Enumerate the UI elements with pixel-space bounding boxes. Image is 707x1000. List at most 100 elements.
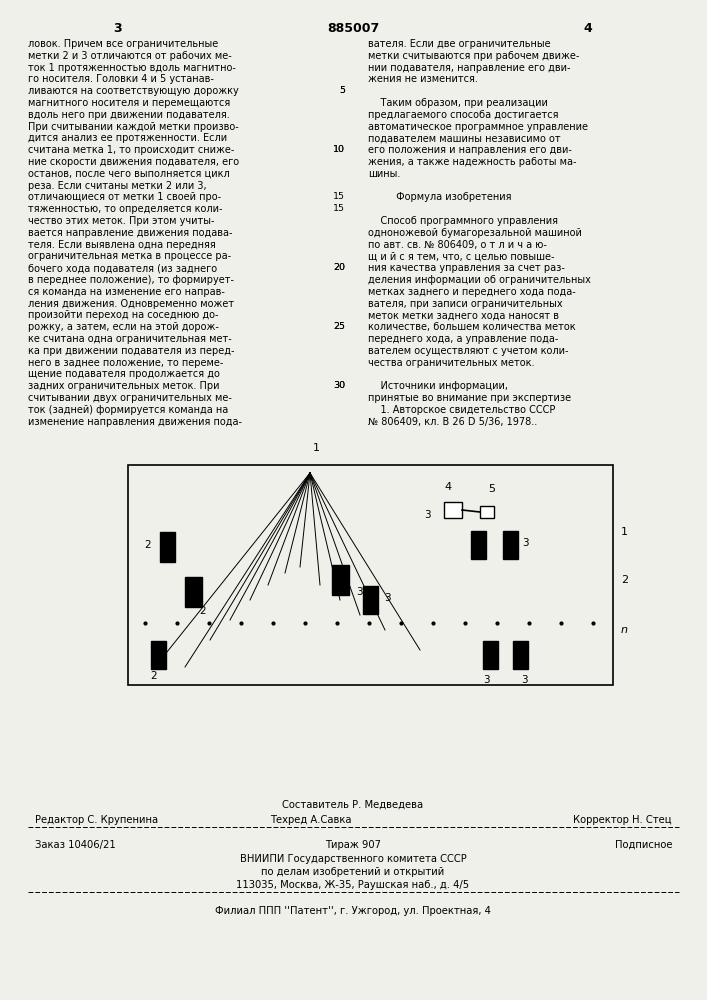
Text: 5: 5: [339, 86, 345, 95]
Text: переднего хода, а управление пода-: переднего хода, а управление пода-: [368, 334, 559, 344]
Text: Техред А.Савка: Техред А.Савка: [270, 815, 351, 825]
Text: 5: 5: [339, 86, 345, 95]
Text: 30: 30: [333, 381, 345, 390]
Text: Способ программного управления: Способ программного управления: [368, 216, 558, 226]
Text: 4: 4: [445, 482, 452, 492]
Text: 4: 4: [583, 22, 592, 35]
Text: 30: 30: [333, 381, 345, 390]
Text: 15: 15: [333, 192, 345, 201]
Text: 113035, Москва, Ж-35, Раушская наб., д. 4/5: 113035, Москва, Ж-35, Раушская наб., д. …: [236, 880, 469, 890]
Text: отличающиеся от метки 1 своей про-: отличающиеся от метки 1 своей про-: [28, 192, 221, 202]
Text: 5: 5: [489, 484, 496, 494]
Text: автоматическое программное управление: автоматическое программное управление: [368, 122, 588, 132]
Text: 3: 3: [424, 510, 431, 520]
Text: щ и й с я тем, что, с целью повыше-: щ и й с я тем, что, с целью повыше-: [368, 251, 554, 261]
Text: по авт. св. № 806409, о т л и ч а ю-: по авт. св. № 806409, о т л и ч а ю-: [368, 240, 547, 250]
Text: № 806409, кл. В 26 D 5/36, 1978..: № 806409, кл. В 26 D 5/36, 1978..: [368, 417, 537, 427]
Text: Составитель Р. Медведева: Составитель Р. Медведева: [282, 800, 423, 810]
Text: Корректор Н. Стец: Корректор Н. Стец: [573, 815, 672, 825]
Text: чества ограничительных меток.: чества ограничительных меток.: [368, 358, 534, 368]
Text: ВНИИПИ Государственного комитета СССР: ВНИИПИ Государственного комитета СССР: [240, 854, 467, 864]
Text: Редактор С. Крупенина: Редактор С. Крупенина: [35, 815, 158, 825]
Text: в переднее положение), то формирует-: в переднее положение), то формирует-: [28, 275, 234, 285]
Text: ния качества управления за счет раз-: ния качества управления за счет раз-: [368, 263, 565, 273]
Text: 20: 20: [333, 263, 345, 272]
Text: дится анализ ее протяженности. Если: дится анализ ее протяженности. Если: [28, 133, 227, 143]
Text: его положения и направления его дви-: его положения и направления его дви-: [368, 145, 572, 155]
Text: вателя. Если две ограничительные: вателя. Если две ограничительные: [368, 39, 551, 49]
Text: Таким образом, при реализации: Таким образом, при реализации: [368, 98, 548, 108]
Text: по делам изобретений и открытий: по делам изобретений и открытий: [262, 867, 445, 877]
Text: 10: 10: [333, 145, 345, 154]
Text: подавателем машины независимо от: подавателем машины независимо от: [368, 133, 561, 143]
Bar: [128, 465, 613, 685]
Text: считывании двух ограничительных ме-: считывании двух ограничительных ме-: [28, 393, 232, 403]
Text: 25: 25: [333, 322, 345, 331]
Text: останов, после чего выполняется цикл: останов, после чего выполняется цикл: [28, 169, 230, 179]
Text: ограничительная метка в процессе ра-: ограничительная метка в процессе ра-: [28, 251, 231, 261]
Text: 1: 1: [313, 443, 320, 453]
Text: ления движения. Одновременно может: ления движения. Одновременно может: [28, 299, 234, 309]
Text: Филиал ППП ''Патент'', г. Ужгород, ул. Проектная, 4: Филиал ППП ''Патент'', г. Ужгород, ул. П…: [215, 906, 491, 916]
Text: 1: 1: [621, 527, 628, 537]
Text: задних ограничительных меток. При: задних ограничительных меток. При: [28, 381, 219, 391]
Text: метках заднего и переднего хода пода-: метках заднего и переднего хода пода-: [368, 287, 575, 297]
Text: деления информации об ограничительных: деления информации об ограничительных: [368, 275, 591, 285]
Text: 2: 2: [621, 575, 628, 585]
Text: 2: 2: [151, 671, 158, 681]
Text: 2: 2: [199, 606, 206, 616]
Text: 3: 3: [356, 587, 363, 597]
Text: Формула изобретения: Формула изобретения: [368, 192, 511, 202]
Text: го носителя. Головки 4 и 5 устанав-: го носителя. Головки 4 и 5 устанав-: [28, 74, 214, 84]
Text: жения, а также надежность работы ма-: жения, а также надежность работы ма-: [368, 157, 576, 167]
Bar: [332, 565, 349, 595]
Text: нии подавателя, направление его дви-: нии подавателя, направление его дви-: [368, 63, 571, 73]
Text: предлагаемого способа достигается: предлагаемого способа достигается: [368, 110, 559, 120]
Text: 3: 3: [384, 593, 391, 603]
Text: 25: 25: [333, 322, 345, 331]
Bar: [513, 641, 527, 669]
Bar: [503, 531, 518, 559]
Text: чество этих меток. При этом учиты-: чество этих меток. При этом учиты-: [28, 216, 214, 226]
Text: ка при движении подавателя из перед-: ка при движении подавателя из перед-: [28, 346, 235, 356]
Text: 3: 3: [483, 675, 489, 685]
Text: 885007: 885007: [327, 22, 379, 35]
Text: n: n: [621, 625, 628, 635]
Text: щение подавателя продолжается до: щение подавателя продолжается до: [28, 369, 220, 379]
Text: произойти переход на соседнюю до-: произойти переход на соседнюю до-: [28, 310, 218, 320]
Text: меток метки заднего хода наносят в: меток метки заднего хода наносят в: [368, 310, 559, 320]
Text: 15: 15: [333, 204, 345, 213]
Text: 10: 10: [333, 145, 345, 154]
Text: теля. Если выявлена одна передняя: теля. Если выявлена одна передняя: [28, 240, 216, 250]
Text: вателя, при записи ограничительных: вателя, при записи ограничительных: [368, 299, 563, 309]
Text: количестве, большем количества меток: количестве, большем количества меток: [368, 322, 575, 332]
Text: метки 2 и 3 отличаются от рабочих ме-: метки 2 и 3 отличаются от рабочих ме-: [28, 51, 232, 61]
Text: 3: 3: [114, 22, 122, 35]
Text: ке считана одна ограничительная мет-: ке считана одна ограничительная мет-: [28, 334, 232, 344]
Text: 3: 3: [522, 538, 529, 548]
Text: ливаются на соответствующую дорожку: ливаются на соответствующую дорожку: [28, 86, 239, 96]
Text: магнитного носителя и перемещаются: магнитного носителя и перемещаются: [28, 98, 230, 108]
Text: ток (задней) формируется команда на: ток (задней) формируется команда на: [28, 405, 228, 415]
Text: одноножевой бумагорезальной машиной: одноножевой бумагорезальной машиной: [368, 228, 582, 238]
Text: Подписное: Подписное: [614, 840, 672, 850]
Text: ние скорости движения подавателя, его: ние скорости движения подавателя, его: [28, 157, 239, 167]
Text: ток 1 протяженностью вдоль магнитно-: ток 1 протяженностью вдоль магнитно-: [28, 63, 236, 73]
Text: Тираж 907: Тираж 907: [325, 840, 381, 850]
Text: Заказ 10406/21: Заказ 10406/21: [35, 840, 116, 850]
Text: 3: 3: [520, 675, 527, 685]
Text: него в заднее положение, то переме-: него в заднее положение, то переме-: [28, 358, 223, 368]
Text: считана метка 1, то происходит сниже-: считана метка 1, то происходит сниже-: [28, 145, 235, 155]
Text: При считывании каждой метки произво-: При считывании каждой метки произво-: [28, 122, 239, 132]
Text: метки считываются при рабочем движе-: метки считываются при рабочем движе-: [368, 51, 579, 61]
Text: принятые во внимание при экспертизе: принятые во внимание при экспертизе: [368, 393, 571, 403]
Text: рожку, а затем, если на этой дорож-: рожку, а затем, если на этой дорож-: [28, 322, 219, 332]
Bar: [185, 577, 201, 607]
Bar: [444, 502, 462, 518]
Bar: [151, 641, 165, 669]
Text: вается направление движения подава-: вается направление движения подава-: [28, 228, 233, 238]
Text: вдоль него при движении подавателя.: вдоль него при движении подавателя.: [28, 110, 230, 120]
Bar: [363, 586, 378, 614]
Text: Источники информации,: Источники информации,: [368, 381, 508, 391]
Text: изменение направления движения пода-: изменение направления движения пода-: [28, 417, 242, 427]
